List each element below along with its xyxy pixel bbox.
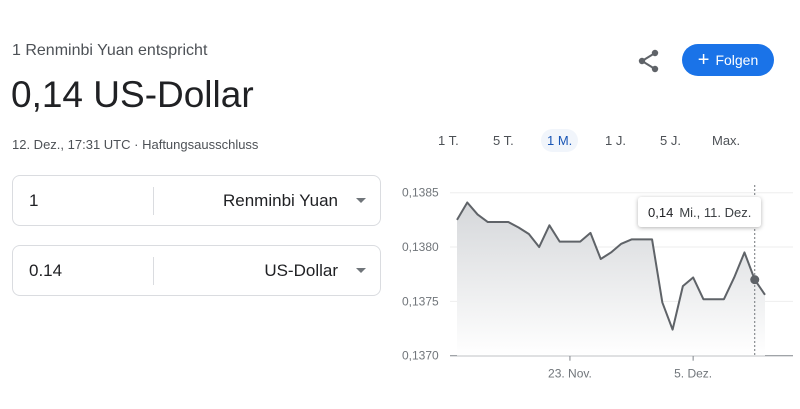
x-tick-label: 23. Nov. bbox=[548, 367, 592, 381]
share-icon[interactable] bbox=[636, 48, 662, 74]
chevron-down-icon[interactable] bbox=[356, 198, 366, 203]
divider bbox=[153, 257, 154, 285]
to-currency-select[interactable]: US-Dollar bbox=[264, 261, 338, 280]
range-1d[interactable]: 1 T. bbox=[438, 133, 459, 148]
follow-label: Folgen bbox=[715, 52, 759, 68]
disclaimer-link[interactable]: Haftungsausschluss bbox=[142, 137, 259, 152]
from-amount-input[interactable]: 1 bbox=[29, 191, 39, 210]
conversion-result: 0,14 US-Dollar bbox=[11, 74, 254, 115]
timestamp-line: 12. Dez., 17:31 UTC · Haftungsausschluss bbox=[12, 137, 258, 152]
range-max[interactable]: Max. bbox=[712, 133, 741, 148]
tooltip-date: Mi., 11. Dez. bbox=[679, 204, 752, 220]
y-tick-label: 0,1380 bbox=[402, 240, 439, 254]
timestamp: 12. Dez., 17:31 UTC bbox=[12, 137, 131, 152]
y-tick-label: 0,1375 bbox=[402, 294, 439, 308]
range-1m[interactable]: 1 M. bbox=[541, 129, 579, 152]
exchange-rate-chart[interactable]: 0,1385 0,1380 0,1375 0,1370 23. Nov. 5. Dez. bbox=[400, 170, 800, 390]
tooltip-value: 0,14 bbox=[648, 204, 674, 220]
conversion-subtitle: 1 Renminbi Yuan entspricht bbox=[12, 42, 208, 59]
x-tick-label: 5. Dez. bbox=[674, 367, 712, 381]
price-line bbox=[456, 201, 766, 331]
y-tick-label: 0,1385 bbox=[402, 186, 439, 200]
chart-tooltip: 0,14 Mi., 11. Dez. bbox=[638, 197, 762, 227]
hover-dot bbox=[750, 275, 760, 285]
plus-icon: + bbox=[697, 49, 710, 71]
range-1y[interactable]: 1 J. bbox=[605, 133, 626, 148]
to-currency-row: 0.14 US-Dollar bbox=[12, 245, 381, 296]
range-5y[interactable]: 5 J. bbox=[660, 133, 681, 148]
divider bbox=[153, 187, 154, 215]
y-tick-label: 0,1370 bbox=[402, 349, 439, 363]
follow-button[interactable]: + Folgen bbox=[682, 44, 774, 76]
to-amount-input[interactable]: 0.14 bbox=[29, 261, 63, 280]
separator: · bbox=[134, 137, 139, 152]
chevron-down-icon[interactable] bbox=[356, 268, 366, 273]
from-currency-select[interactable]: Renminbi Yuan bbox=[223, 191, 338, 210]
range-5d[interactable]: 5 T. bbox=[493, 133, 514, 148]
from-currency-row: 1 Renminbi Yuan bbox=[12, 175, 381, 226]
